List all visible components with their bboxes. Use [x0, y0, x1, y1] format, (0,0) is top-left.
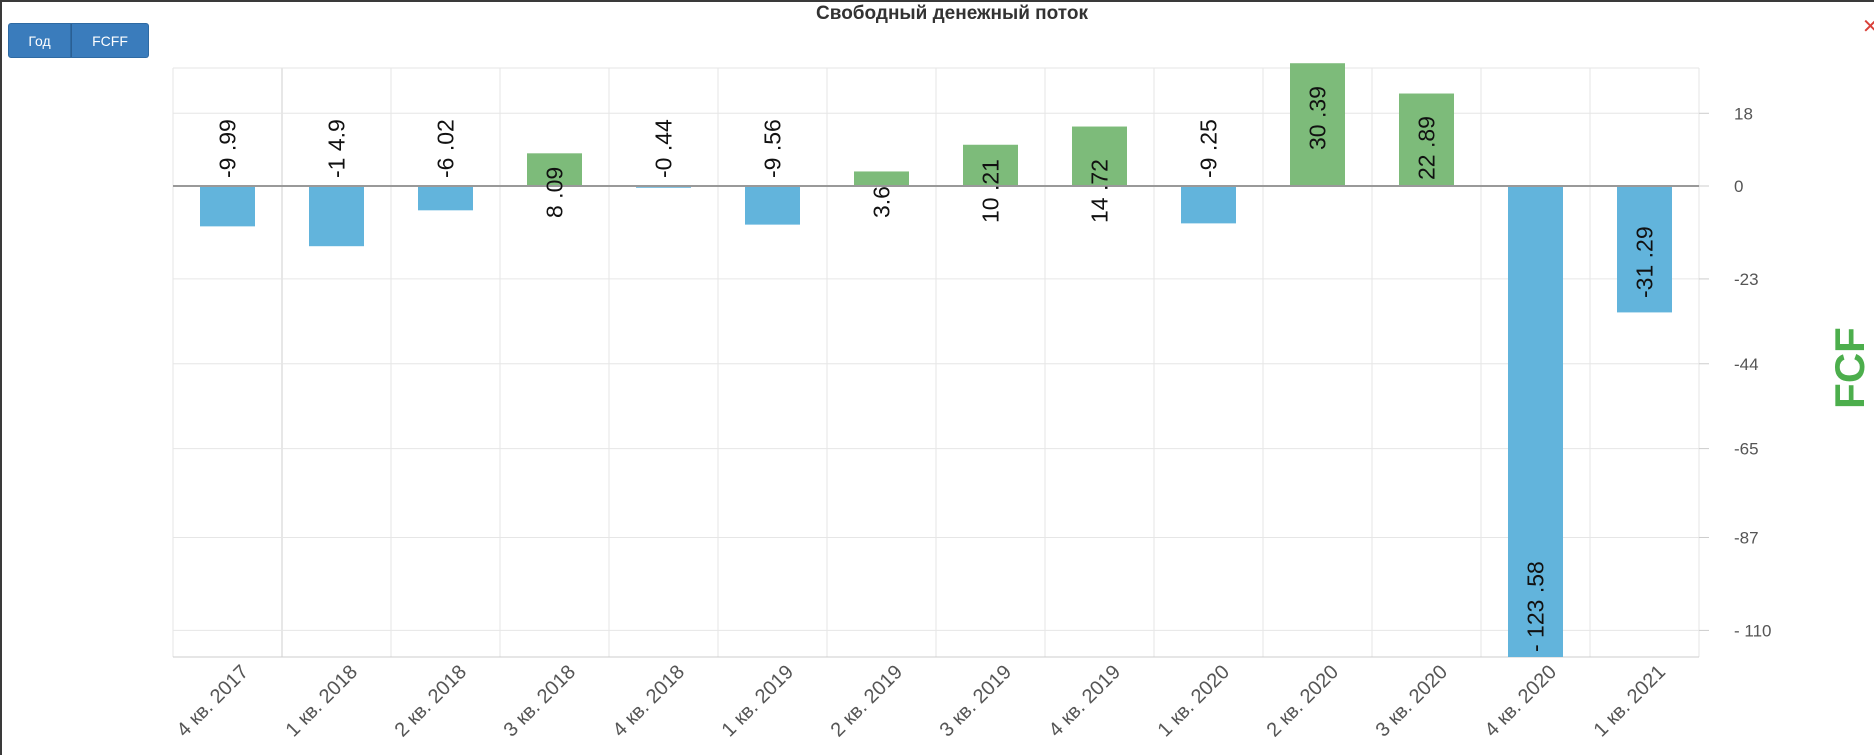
bar-value-label: -0 .44 [651, 119, 677, 178]
y-tick-label: -65 [1734, 440, 1759, 459]
x-category-label: 2 кв. 2019 [827, 661, 907, 741]
x-category-label: 2 кв. 2020 [1263, 661, 1343, 741]
bar-value-label: 8 .09 [542, 167, 568, 218]
bar [745, 186, 800, 225]
bar [1290, 63, 1345, 187]
y-tick-label: 18 [1734, 104, 1753, 123]
x-category-label: 1 кв. 2021 [1590, 661, 1670, 741]
bar-value-label: -9 .56 [760, 119, 786, 178]
year-button[interactable]: Год [8, 23, 71, 58]
x-category-label: 2 кв. 2018 [391, 661, 471, 741]
x-category-label: 3 кв. 2018 [500, 661, 580, 741]
bar [1617, 186, 1672, 313]
bar-value-label: -9 .25 [1196, 119, 1222, 178]
bar [854, 171, 909, 186]
bar-value-label: -1 4.9 [324, 119, 350, 178]
bar [309, 186, 364, 247]
bar [1399, 93, 1454, 186]
bar [1072, 126, 1127, 186]
bar [418, 186, 473, 211]
bar [527, 153, 582, 186]
x-category-label: 1 кв. 2018 [282, 661, 362, 741]
x-category-label: 4 кв. 2020 [1481, 661, 1561, 741]
bar-value-label: - 123 .58 [1523, 561, 1549, 652]
y-tick-label: 0 [1734, 177, 1743, 196]
x-category-label: 4 кв. 2019 [1045, 661, 1125, 741]
bar-value-label: 3.6 [869, 186, 895, 218]
bar-value-label: 22 .89 [1414, 116, 1440, 180]
bar [1181, 186, 1236, 224]
fcff-button[interactable]: FCFF [71, 23, 149, 58]
x-category-label: 4 кв. 2017 [173, 661, 253, 741]
bar-value-label: 10 .21 [978, 159, 1004, 223]
bar-value-label: 30 .39 [1305, 86, 1331, 150]
y-tick-label: -44 [1734, 355, 1759, 374]
y-tick-label: -23 [1734, 270, 1759, 289]
chart-title: Свободный денежный поток [816, 3, 1088, 24]
y-tick-label: -87 [1734, 528, 1759, 547]
close-icon[interactable]: ✕ [1862, 14, 1874, 38]
x-category-label: 3 кв. 2020 [1372, 661, 1452, 741]
x-category-label: 3 кв. 2019 [936, 661, 1016, 741]
bar-value-label: -31 .29 [1632, 226, 1658, 298]
toolbar: Год FCFF [8, 23, 149, 58]
bar-value-label: -6 .02 [433, 119, 459, 178]
x-category-label: 1 кв. 2019 [718, 661, 798, 741]
bar [963, 144, 1018, 186]
x-category-label: 1 кв. 2020 [1154, 661, 1234, 741]
y-axis-title: FCF [1826, 327, 1873, 409]
bar [1508, 186, 1563, 657]
bar-value-label: 14 .72 [1087, 159, 1113, 223]
bar-value-label: -9 .99 [215, 119, 241, 178]
bar [200, 186, 255, 227]
x-category-label: 4 кв. 2018 [609, 661, 689, 741]
y-tick-label: - 110 [1734, 621, 1772, 640]
